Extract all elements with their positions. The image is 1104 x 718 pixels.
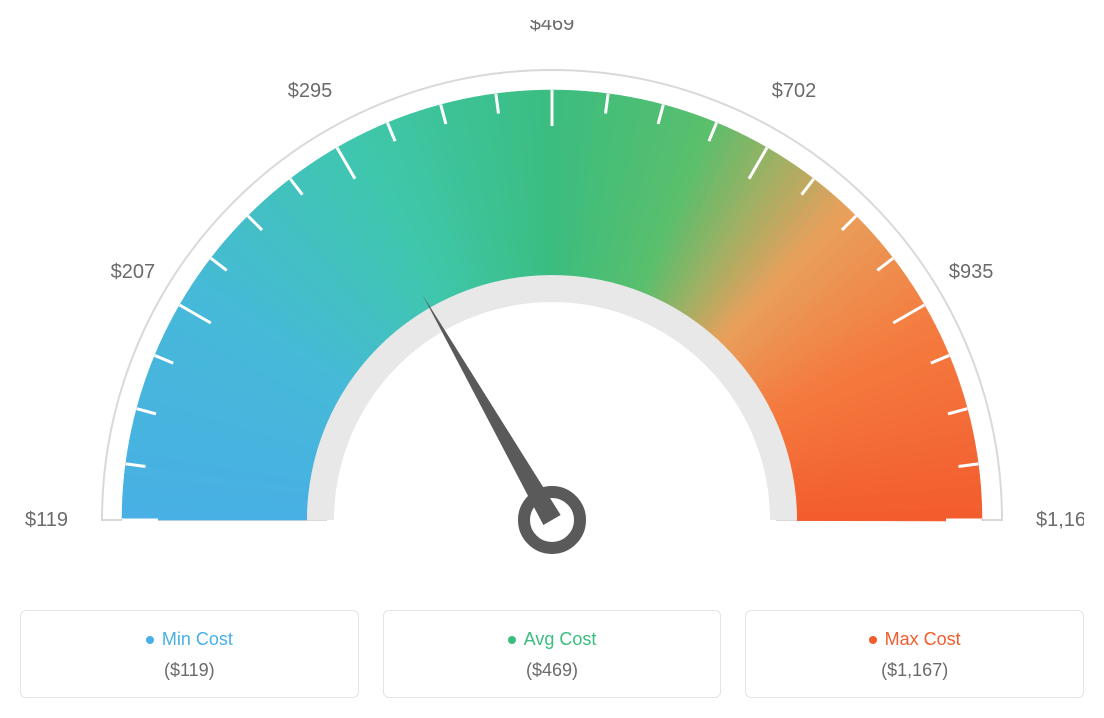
gauge-svg: $119 $207 $295 $469 $702 $935 $1,167 — [20, 20, 1084, 580]
legend-dot-icon — [508, 636, 516, 644]
gauge-tick-label: $702 — [772, 80, 817, 102]
legend-card: Min Cost ($119) — [20, 610, 359, 698]
legend-title: Min Cost — [146, 629, 233, 650]
legend-title: Avg Cost — [508, 629, 597, 650]
gauge-tick-label: $469 — [530, 20, 575, 35]
gauge-color-arc — [122, 90, 982, 521]
gauge-tick-label: $1,167 — [1036, 509, 1084, 531]
gauge-tick-label: $119 — [25, 509, 68, 531]
legend-card: Avg Cost ($469) — [383, 610, 722, 698]
legend-dot-icon — [146, 636, 154, 644]
legend-value: ($1,167) — [758, 660, 1071, 681]
legend-value: ($469) — [396, 660, 709, 681]
gauge-chart: $119 $207 $295 $469 $702 $935 $1,167 — [20, 20, 1084, 580]
legend-card: Max Cost ($1,167) — [745, 610, 1084, 698]
legend-dot-icon — [869, 636, 877, 644]
legend-label: Avg Cost — [524, 629, 597, 650]
cost-gauge-widget: $119 $207 $295 $469 $702 $935 $1,167 Min Cost (… — [20, 20, 1084, 698]
gauge-tick-label: $935 — [949, 261, 994, 283]
legend-title: Max Cost — [869, 629, 961, 650]
legend-label: Max Cost — [885, 629, 961, 650]
legend-value: ($119) — [33, 660, 346, 681]
gauge-tick-label: $295 — [288, 80, 333, 102]
gauge-tick-label: $207 — [111, 261, 156, 283]
legend-label: Min Cost — [162, 629, 233, 650]
legend-row: Min Cost ($119) Avg Cost ($469) Max Cost ($1,… — [20, 610, 1084, 698]
